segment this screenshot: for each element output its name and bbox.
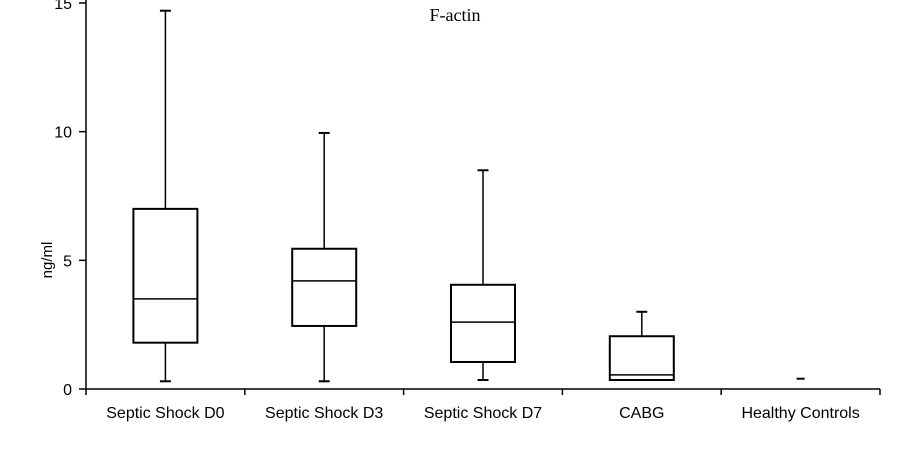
y-tick-label: 0 xyxy=(63,382,72,399)
y-axis-ticks: 0 5 10 15 xyxy=(54,0,86,399)
x-axis-ticks: Septic Shock D0 Septic Shock D3 Septic Sho… xyxy=(85,389,881,422)
interquartile-box xyxy=(608,335,675,381)
y-tick-label: 15 xyxy=(54,0,72,13)
box-septic-shock-d3 xyxy=(291,131,358,383)
x-category-label: Septic Shock D7 xyxy=(424,405,542,422)
x-category-label: Septic Shock D3 xyxy=(265,405,383,422)
box-series xyxy=(132,9,805,383)
y-tick-label: 5 xyxy=(63,253,72,270)
box-septic-shock-d0 xyxy=(132,9,199,383)
box-septic-shock-d7 xyxy=(450,169,516,381)
x-category-label: CABG xyxy=(619,405,664,422)
box-cabg xyxy=(608,310,675,381)
x-category-label: Healthy Controls xyxy=(741,405,859,422)
interquartile-box xyxy=(291,247,358,327)
chart-title: F-actin xyxy=(430,5,481,25)
interquartile-box xyxy=(132,207,199,344)
x-category-label: Septic Shock D0 xyxy=(106,405,224,422)
y-tick-label: 10 xyxy=(54,125,72,142)
y-axis-title: ng/ml xyxy=(39,242,56,279)
interquartile-box xyxy=(450,283,516,363)
